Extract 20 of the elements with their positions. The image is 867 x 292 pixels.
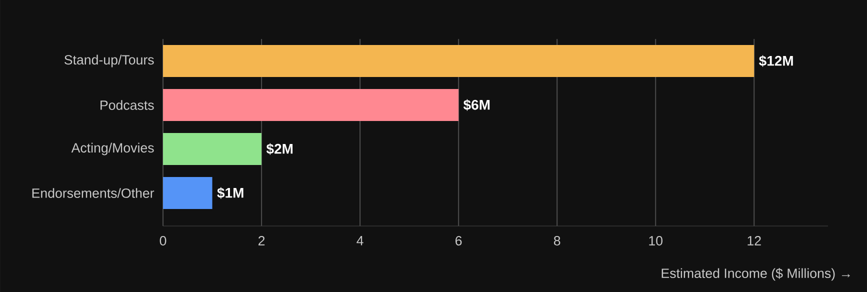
data-label: $12M [759, 55, 793, 67]
bar [163, 176, 212, 209]
y-tick-label: Stand-up/Tours [64, 54, 154, 68]
data-label: $1M [217, 187, 244, 199]
data-label: $6M [463, 99, 490, 111]
bar [163, 88, 459, 121]
y-tick-label: Podcasts [100, 100, 154, 110]
x-tick-label: 0 [160, 236, 166, 246]
x-tick-label: 8 [554, 236, 560, 246]
x-tick-label: 6 [456, 236, 462, 246]
data-label: $2M [266, 143, 293, 155]
y-tick-label: Acting/Movies [71, 142, 154, 156]
x-tick-label: 10 [649, 236, 662, 246]
y-tick-label: Endorsements/Other [32, 188, 154, 198]
bar [163, 132, 262, 165]
x-tick-label: 2 [258, 236, 265, 246]
x-axis-title: Estimated Income ($ Millions) → [662, 268, 850, 281]
bar [163, 44, 754, 77]
x-tick-label: 4 [356, 236, 364, 246]
x-tick-label: 12 [748, 236, 761, 246]
